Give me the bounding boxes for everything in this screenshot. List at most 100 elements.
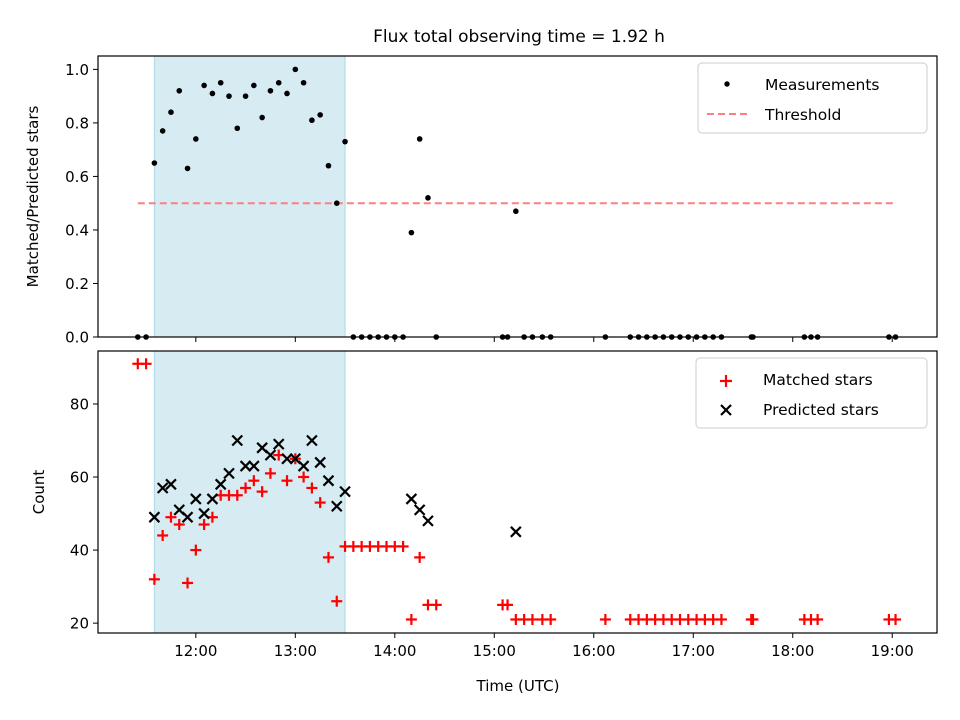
predicted-star-point [264, 449, 277, 461]
count-legend: Matched stars Predicted stars [695, 357, 928, 429]
predicted-star-point [223, 467, 235, 480]
x-tick-label: 19:00 [871, 642, 914, 660]
y-tick-label: 0.4 [65, 221, 89, 239]
measurement-dot-icon [724, 81, 730, 87]
measurement-point [300, 79, 307, 86]
measurement-point [333, 200, 340, 206]
measurement-point [408, 229, 415, 236]
y-tick-label: 1.0 [65, 61, 89, 79]
measurement-point [259, 114, 265, 121]
legend-label-matched: Matched stars [763, 371, 873, 389]
predicted-star-point [297, 460, 310, 472]
matched-star-point [526, 613, 538, 625]
matched-star-point [414, 551, 426, 563]
matched-star-point [430, 599, 442, 611]
matched-star-point [405, 613, 417, 625]
predicted-star-point [339, 485, 351, 498]
plus-marker-icon [720, 375, 732, 387]
x-tick-label: 12:00 [174, 642, 217, 660]
y-tick-label: 0.8 [65, 114, 89, 132]
x-tick-label: 18:00 [771, 642, 814, 660]
x-tick-label: 13:00 [274, 642, 317, 660]
observing-window-shade [153, 350, 346, 634]
predicted-star-point [330, 500, 343, 513]
ratio-y-axis-label: Matched/Predicted stars [24, 106, 42, 288]
matched-star-point [890, 613, 902, 625]
matched-star-point [182, 577, 194, 589]
x-tick-label: 14:00 [373, 642, 416, 660]
x-tick-label: 17:00 [672, 642, 715, 660]
measurement-point [176, 87, 183, 94]
y-tick-label: 60 [70, 469, 89, 487]
y-tick-label: 20 [70, 615, 89, 633]
measurement-point [292, 66, 299, 73]
matched-star-point [264, 467, 276, 479]
measurement-point [168, 109, 174, 115]
legend-box [697, 62, 928, 134]
legend-label-measurements: Measurements [765, 76, 880, 94]
legend-box [695, 357, 928, 429]
predicted-star-point [306, 434, 318, 447]
predicted-star-point [405, 493, 418, 505]
predicted-star-point [231, 434, 244, 447]
ratio-x-ticks [195, 337, 893, 342]
predicted-star-point [239, 460, 252, 472]
x-tick-label: 16:00 [572, 642, 615, 660]
matched-star-point [502, 599, 514, 611]
matched-star-point [173, 519, 185, 531]
matched-star-point [281, 475, 293, 487]
predicted-star-point [214, 478, 227, 491]
predicted-star-point [181, 511, 194, 523]
predicted-star-point [510, 526, 522, 538]
measurement-point [159, 128, 166, 134]
matched-star-point [157, 529, 169, 541]
predicted-star-points [148, 434, 522, 538]
count-x-ticks: 12:00 13:00 14:00 15:00 16:00 17:00 18:00 19:00 [174, 633, 914, 660]
y-tick-label: 0.0 [65, 329, 89, 347]
matched-star-point [190, 544, 202, 556]
measurement-point [425, 195, 431, 201]
measurement-point [309, 117, 315, 124]
predicted-star-point [314, 456, 326, 469]
measurement-point [242, 93, 249, 99]
matched-star-point [248, 475, 260, 487]
measurement-point [513, 208, 519, 215]
matched-star-point [298, 471, 310, 483]
matched-star-point [231, 489, 243, 501]
y-tick-label: 40 [70, 542, 89, 560]
measurement-point [193, 136, 199, 142]
measurement-point [217, 79, 224, 86]
matched-star-point [397, 540, 409, 552]
matched-star-point [306, 482, 318, 494]
matched-star-point [256, 486, 268, 498]
predicted-star-point [272, 438, 285, 450]
predicted-star-point [148, 511, 161, 523]
predicted-star-point [206, 493, 219, 505]
legend-label-predicted: Predicted stars [763, 401, 879, 419]
measurement-point [267, 87, 274, 94]
measurement-point [184, 165, 191, 172]
measurement-point [209, 90, 216, 97]
measurement-point [201, 82, 207, 89]
count-axes-frame [97, 350, 938, 634]
y-tick-label: 80 [70, 395, 89, 413]
measurement-point [284, 90, 290, 97]
y-tick-label: 0.6 [65, 168, 89, 186]
measurement-point [251, 82, 257, 89]
measurement-point [226, 93, 232, 99]
predicted-star-point [413, 504, 426, 516]
predicted-star-point [190, 493, 202, 505]
x-tick-label: 15:00 [473, 642, 516, 660]
predicted-star-point [198, 507, 210, 520]
count-y-ticks: 20 40 60 80 [70, 395, 98, 633]
chart-title: Flux total observing time = 1.92 h [373, 27, 665, 47]
x-axis-label: Time (UTC) [476, 677, 560, 695]
ratio-axes-frame [97, 55, 938, 338]
x-marker-icon [720, 404, 732, 416]
matched-star-point [240, 482, 252, 494]
predicted-star-point [165, 478, 177, 491]
matched-star-point [715, 613, 727, 625]
matched-star-point [198, 519, 210, 531]
matched-star-point [165, 511, 177, 523]
